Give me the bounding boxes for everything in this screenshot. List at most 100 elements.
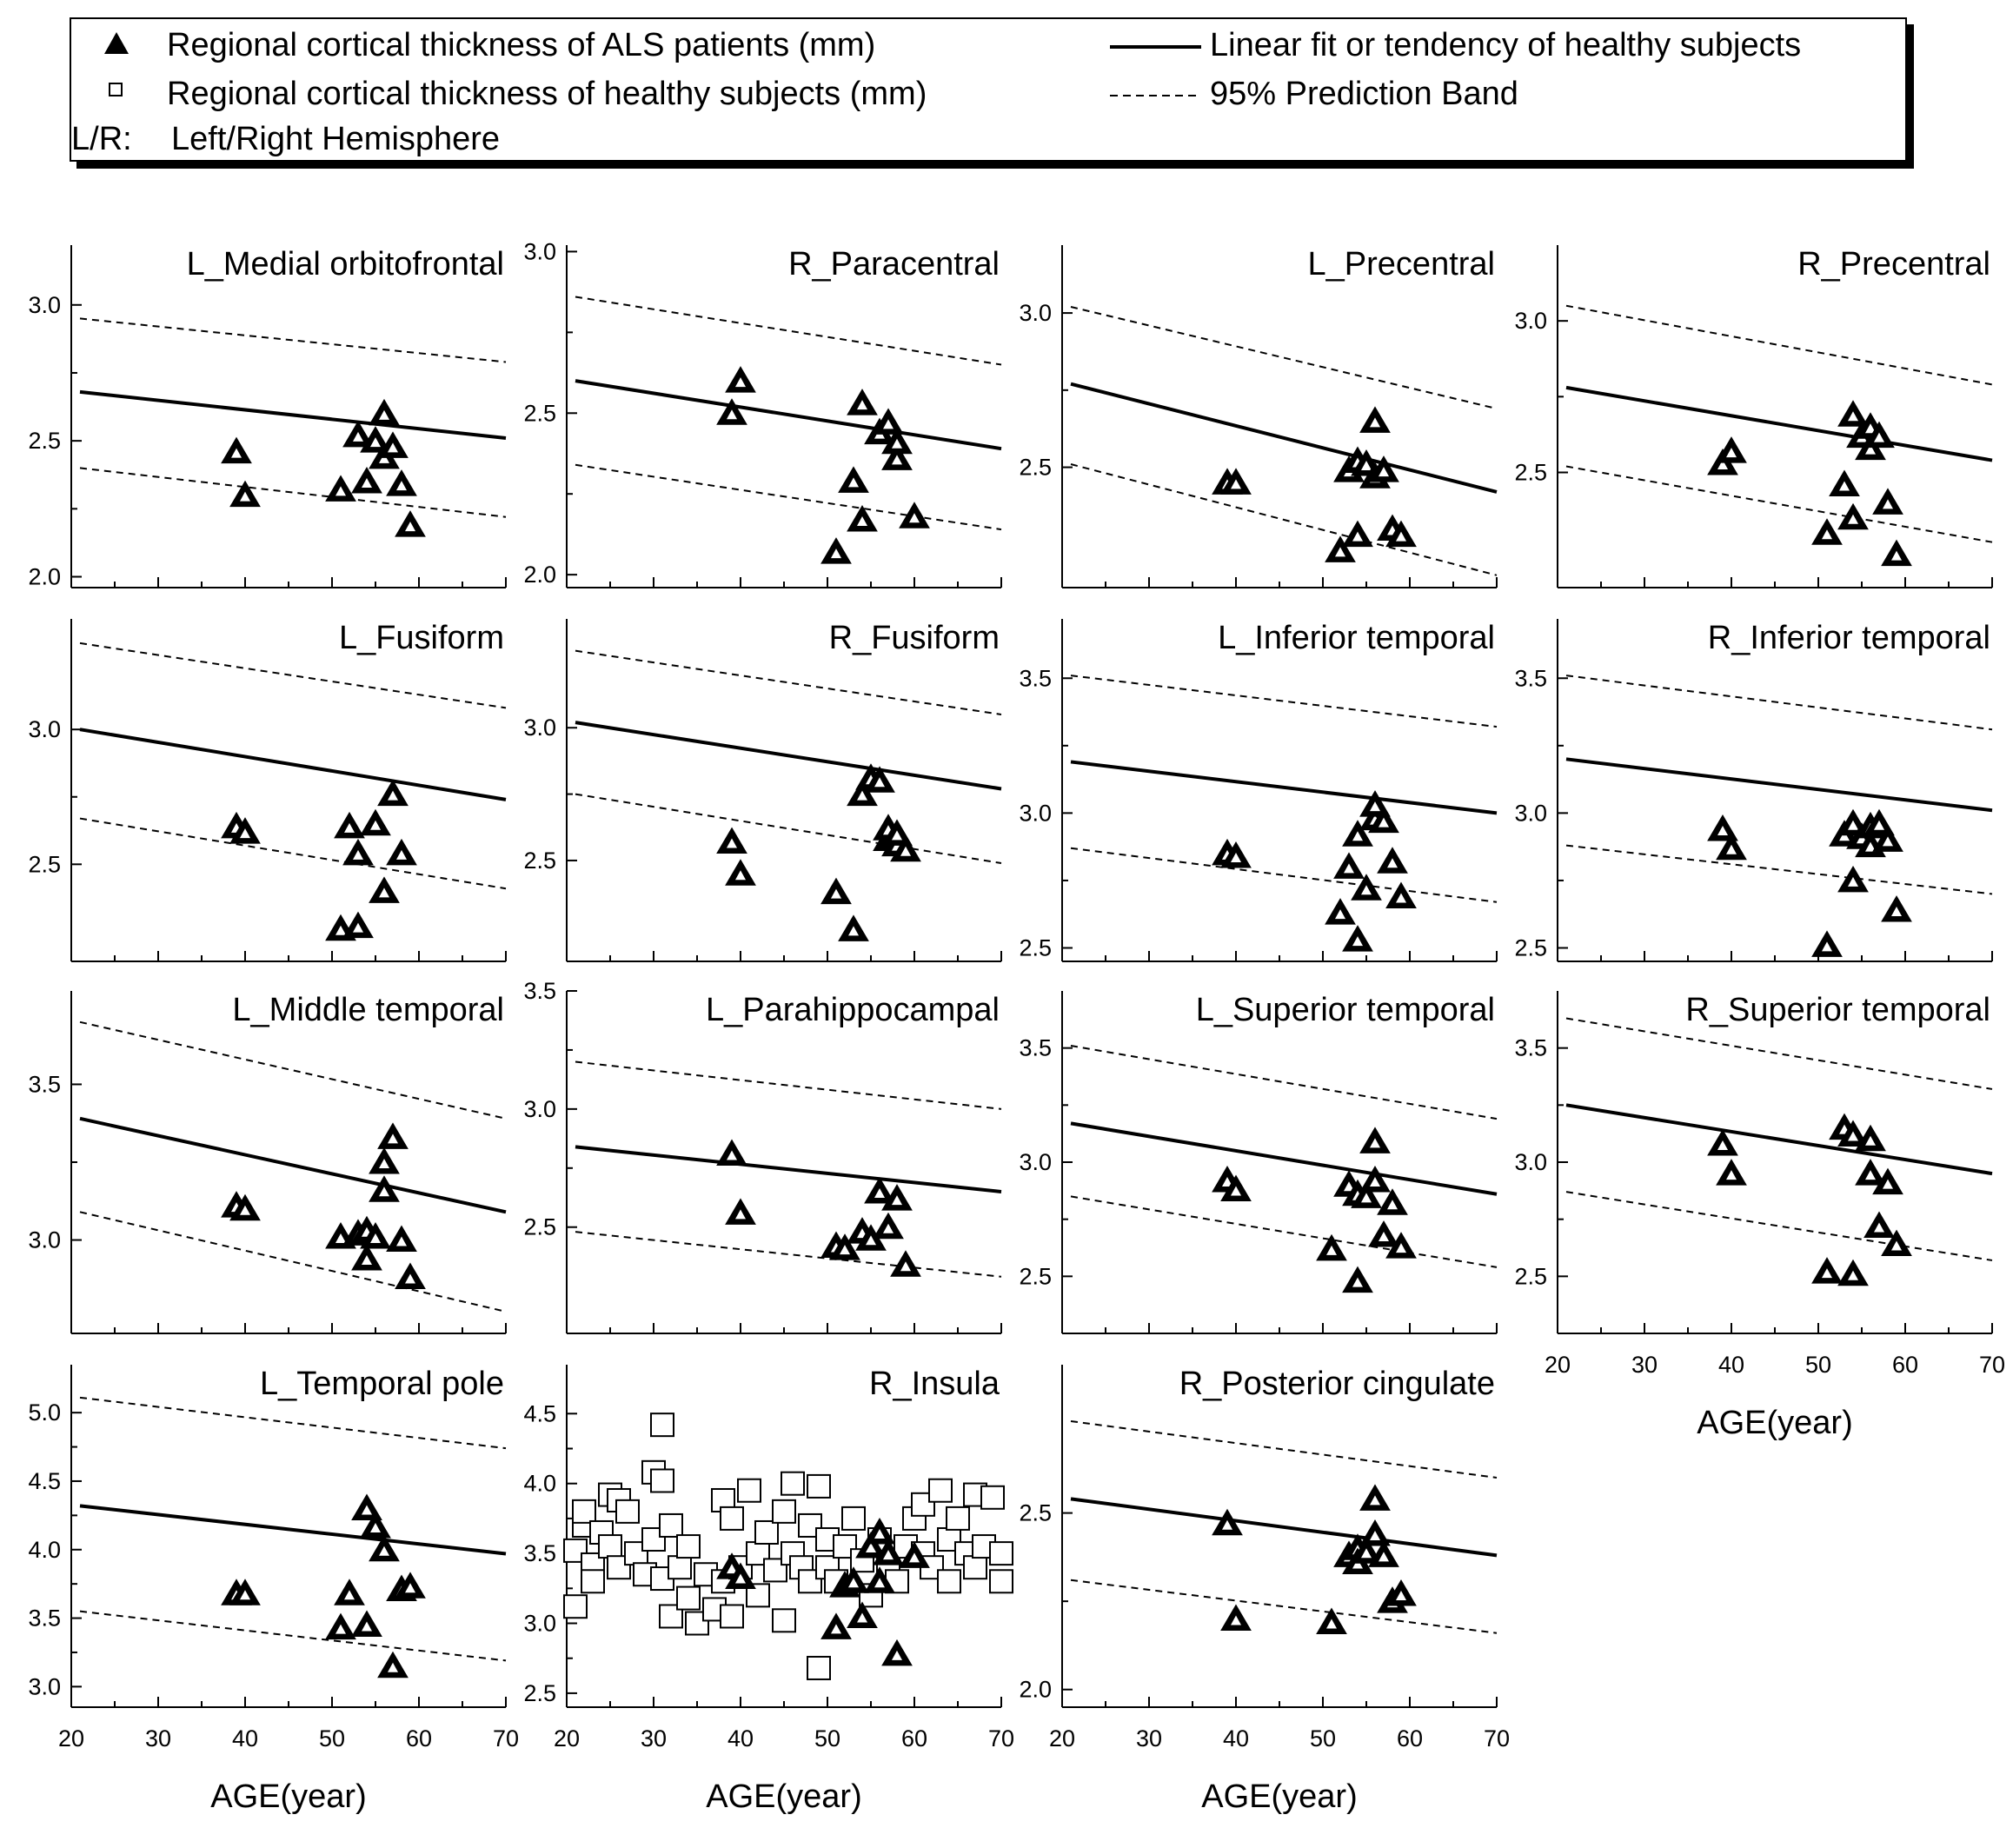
als-point-inner xyxy=(909,1552,920,1563)
x-tick-label: 30 xyxy=(641,1725,667,1752)
y-tick-label: 2.5 xyxy=(523,848,556,874)
band-lower-line xyxy=(1565,1191,1993,1261)
x-tick-label: 40 xyxy=(727,1725,754,1752)
als-point-inner xyxy=(1352,1559,1363,1569)
als-point-inner xyxy=(1370,1177,1380,1187)
als-point-inner xyxy=(370,437,381,448)
als-point-inner xyxy=(344,1590,355,1600)
als-point-inner xyxy=(388,442,398,453)
chart-panel: 2.5 3.0 L_Fusiform xyxy=(28,619,507,962)
healthy-point xyxy=(720,1604,744,1629)
als-point-inner xyxy=(1865,1170,1876,1180)
als-point-inner xyxy=(1883,836,1893,847)
als-point-inner xyxy=(240,491,250,502)
als-point-inner xyxy=(1891,1240,1902,1251)
fit-line xyxy=(79,728,507,801)
x-axis-title: AGE(year) xyxy=(1697,1405,1852,1441)
x-tick-label: 50 xyxy=(1805,1352,1831,1378)
y-tick-label: 2.5 xyxy=(523,400,556,426)
legend-band-label: 95% Prediction Band xyxy=(1210,76,1518,112)
als-point-inner xyxy=(727,409,737,420)
y-tick-label: 3.0 xyxy=(523,238,556,264)
als-point-inner xyxy=(1344,1181,1354,1192)
als-point-inner xyxy=(1231,853,1241,863)
healthy-point xyxy=(772,1499,796,1524)
chart-panel: 3.0 3.5 L_Middle temporal xyxy=(28,991,507,1334)
legend-lr-text: Left/Right Hemisphere xyxy=(171,121,500,157)
als-point-inner xyxy=(336,925,346,935)
healthy-point xyxy=(980,1485,1005,1510)
x-tick-label: 30 xyxy=(145,1725,171,1752)
fit-line xyxy=(1070,382,1498,494)
fit-line xyxy=(1070,1121,1498,1196)
y-tick-label: 3.5 xyxy=(1514,665,1547,691)
band-lower-line xyxy=(79,1610,507,1662)
healthy-point xyxy=(668,1555,692,1580)
als-point-inner xyxy=(396,849,407,860)
panel-title: L_Fusiform xyxy=(339,620,504,656)
band-upper-line xyxy=(1565,675,1993,731)
x-tick-label: 30 xyxy=(1631,1352,1658,1378)
als-point-inner xyxy=(874,1187,885,1198)
healthy-point xyxy=(737,1478,761,1503)
band-lower-line xyxy=(575,1231,1002,1278)
als-point-inner xyxy=(1717,825,1728,835)
als-point-inner xyxy=(848,477,859,488)
x-tick-label: 50 xyxy=(1310,1725,1336,1752)
y-tick-label: 4.5 xyxy=(28,1468,61,1494)
als-point-inner xyxy=(370,820,381,830)
y-tick-label: 2.5 xyxy=(1514,934,1547,961)
als-point-inner xyxy=(1726,844,1737,854)
y-tick-label: 3.0 xyxy=(28,1673,61,1699)
x-tick-label: 70 xyxy=(493,1725,519,1752)
y-tick-label: 5.0 xyxy=(28,1399,61,1426)
x-tick-label: 50 xyxy=(319,1725,345,1752)
chart-panel: 2.5 3.0 L_Precentral xyxy=(1019,245,1498,588)
als-point-inner xyxy=(1370,801,1380,812)
y-tick-label: 2.5 xyxy=(1019,455,1052,481)
y-tick-label: 2.5 xyxy=(1019,1500,1052,1526)
chart-panel: 20 30 40 50 60 70 AGE(year) 2.5 3.0 3.5 4.0 4.5 R_In… xyxy=(523,1365,1014,1815)
als-point-inner xyxy=(1822,529,1832,540)
healthy-point xyxy=(650,1468,674,1493)
band-lower-line xyxy=(575,793,1002,864)
y-tick-label: 2.0 xyxy=(28,563,61,589)
als-point-inner xyxy=(857,790,867,801)
legend-als-label: Regional cortical thickness of ALS patie… xyxy=(167,27,875,63)
als-point-inner xyxy=(874,777,885,788)
als-point-inner xyxy=(1387,1200,1398,1210)
als-point-inner xyxy=(1361,885,1372,895)
band-upper-line xyxy=(575,1060,1002,1110)
als-point-inner xyxy=(1848,411,1858,422)
panel-title: L_Superior temporal xyxy=(1196,992,1495,1028)
healthy-point xyxy=(963,1555,987,1580)
als-point-inner xyxy=(900,1261,911,1272)
x-tick-label: 40 xyxy=(1223,1725,1249,1752)
als-point-inner xyxy=(1370,417,1380,428)
als-point-inner xyxy=(353,922,363,933)
als-point-inner xyxy=(379,453,389,463)
als-point-inner xyxy=(1857,834,1867,844)
chart-panel: 20 30 40 50 60 70 AGE(year) 3.0 3.5 4.0 4.5 5.0 L_Te… xyxy=(28,1365,519,1815)
x-tick-label: 30 xyxy=(1136,1725,1162,1752)
healthy-point xyxy=(763,1558,787,1583)
als-point-inner xyxy=(1726,448,1737,458)
als-point-inner xyxy=(1865,444,1876,455)
chart-panel: 20 30 40 50 60 70 AGE(year) 2.0 2.5 R_Posterior c… xyxy=(1019,1365,1510,1815)
y-tick-label: 3.0 xyxy=(1514,1149,1547,1175)
x-axis-title: AGE(year) xyxy=(706,1778,861,1815)
fit-line xyxy=(1565,1103,1993,1176)
band-upper-line xyxy=(1070,306,1498,410)
als-point-inner xyxy=(874,1578,885,1588)
als-point-inner xyxy=(1344,863,1354,874)
als-point-inner xyxy=(1848,514,1858,524)
als-point-inner xyxy=(866,1235,876,1246)
als-point-inner xyxy=(1874,820,1884,830)
healthy-point xyxy=(841,1506,866,1531)
als-point-inner xyxy=(1839,481,1850,491)
als-point-inner xyxy=(362,1505,372,1515)
band-lower-line xyxy=(79,467,507,518)
legend-triangle-icon xyxy=(104,32,129,54)
als-point-inner xyxy=(1865,1135,1876,1146)
